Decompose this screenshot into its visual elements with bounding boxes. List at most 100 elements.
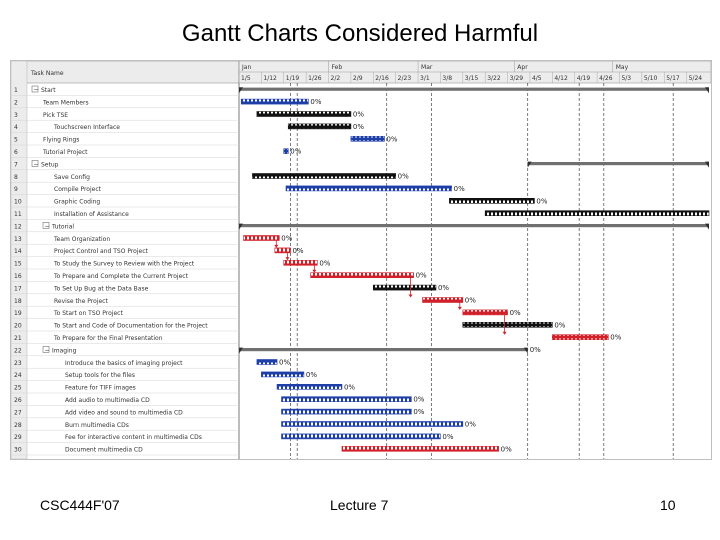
month-label-mar: Mar [421, 64, 433, 71]
task-name: Imaging [52, 347, 77, 354]
row-id: 9 [14, 186, 18, 193]
percent-complete-label: 0% [353, 111, 364, 119]
task-name: Burn multimedia CDs [65, 422, 129, 429]
summary-end-marker [705, 223, 709, 230]
row-id: 24 [14, 372, 22, 379]
percent-complete-label: 0% [319, 259, 330, 267]
percent-complete-label: 0% [398, 173, 409, 181]
task-name: Graphic Coding [54, 199, 100, 206]
row-id: 7 [14, 161, 18, 168]
task-name: To Start on TSO Project [53, 310, 123, 317]
task-bar [372, 284, 437, 291]
task-name: Tutorial Project [42, 149, 88, 156]
task-bar [462, 321, 553, 328]
row-id: 14 [14, 248, 22, 255]
task-table-bg [11, 61, 239, 459]
percent-complete-label: 0% [292, 247, 303, 255]
summary-end-marker [705, 87, 709, 94]
summary-bar [239, 348, 528, 352]
task-bar [283, 260, 318, 266]
task-name: Installation of Assistance [54, 211, 129, 218]
row-id: 16 [14, 273, 22, 280]
row-id: 4 [14, 124, 18, 131]
row-id: 11 [14, 211, 22, 218]
percent-complete-label: 0% [281, 235, 292, 243]
task-bar [240, 98, 309, 105]
minus-icon: − [34, 161, 39, 168]
task-name: Add video and sound to multimedia CD [65, 409, 183, 416]
task-name: Team Members [42, 99, 89, 106]
summary-end-marker [705, 161, 709, 168]
percent-complete-label: 0% [310, 98, 321, 106]
id-column [11, 61, 28, 459]
row-id: 30 [14, 447, 22, 454]
task-bar [422, 297, 464, 303]
week-label: 2/23 [398, 75, 412, 82]
row-id: 26 [14, 397, 22, 404]
task-name: Setup tools for the files [65, 372, 135, 379]
week-label: 3/15 [465, 75, 479, 82]
summary-start-marker [527, 161, 532, 168]
task-bars: 0%0%0%0%0%0%0%0%0%0%0%0%0%0%0%0%0%0%0%0%… [239, 87, 710, 453]
collapse-toggle-icon [31, 160, 39, 167]
percent-complete-label: 0% [536, 197, 547, 205]
task-bar [281, 396, 412, 403]
task-name: Document multimedia CD [65, 447, 143, 454]
month-label-jan: Jan [241, 64, 251, 71]
slide-title: Gantt Charts Considered Harmful [181, 20, 539, 47]
collapse-toggle-icon [42, 222, 50, 229]
row-id: 21 [14, 335, 22, 342]
summary-start-marker [239, 87, 243, 94]
row-id: 2 [14, 99, 18, 106]
month-label-may: May [616, 64, 629, 71]
collapse-toggle-icon [31, 85, 39, 93]
dependency-arrowhead [457, 306, 462, 310]
summary-bar [527, 162, 709, 166]
row-id: 18 [14, 298, 22, 305]
task-name: To Start and Code of Documentation for t… [53, 323, 208, 330]
summary-bar [239, 87, 709, 91]
summary-start-marker [239, 347, 243, 354]
row-id: 19 [14, 310, 22, 317]
task-name: Fee for interactive content in multimedi… [65, 434, 202, 441]
task-bar [462, 309, 508, 316]
percent-complete-label: 0% [386, 135, 397, 143]
dependency-arrowhead [274, 244, 279, 248]
dependency-arrowhead [502, 331, 507, 335]
week-label: 5/24 [689, 75, 703, 82]
dependency-arrowhead [312, 269, 317, 273]
percent-complete-label: 0% [306, 371, 317, 379]
task-bar [283, 148, 289, 154]
percent-complete-label: 0% [465, 421, 476, 429]
minus-icon: − [45, 223, 50, 230]
percent-complete-label: 0% [344, 383, 355, 391]
collapse-toggle-icon [42, 346, 50, 353]
footer-course: CSC444F'07 [40, 497, 120, 513]
week-label: 2/16 [375, 75, 389, 82]
week-label: 1/26 [308, 75, 322, 82]
row-id: 6 [14, 149, 18, 156]
row-id: 22 [14, 347, 22, 354]
task-name: Flying Rings [43, 137, 79, 144]
row-id: 29 [14, 434, 22, 441]
task-bar [281, 408, 412, 415]
task-name: To Set Up Bug at the Data Base [53, 285, 149, 292]
task-name: Touchscreen Interface [53, 124, 120, 131]
minus-icon: − [34, 87, 39, 94]
task-name: Compile Project [54, 186, 102, 193]
timescale: Jan Feb Mar Apr May 1/5 1/12 1/19 1/26 2/2 2/9 2/16… [238, 61, 711, 84]
week-label: 3/22 [487, 75, 501, 82]
week-label: 4/5 [532, 75, 542, 82]
week-label: 5/17 [666, 75, 680, 82]
row-id: 5 [14, 137, 18, 144]
row-id: 3 [14, 112, 18, 119]
task-bar [350, 136, 385, 142]
percent-complete-label: 0% [610, 334, 621, 342]
week-label: 1/19 [286, 75, 300, 82]
percent-complete-label: 0% [413, 408, 424, 416]
task-name: Revise the Project [54, 298, 108, 305]
percent-complete-label: 0% [454, 185, 465, 193]
task-name: To Prepare for the Final Presentation [53, 335, 163, 342]
percent-complete-label: 0% [510, 309, 521, 317]
